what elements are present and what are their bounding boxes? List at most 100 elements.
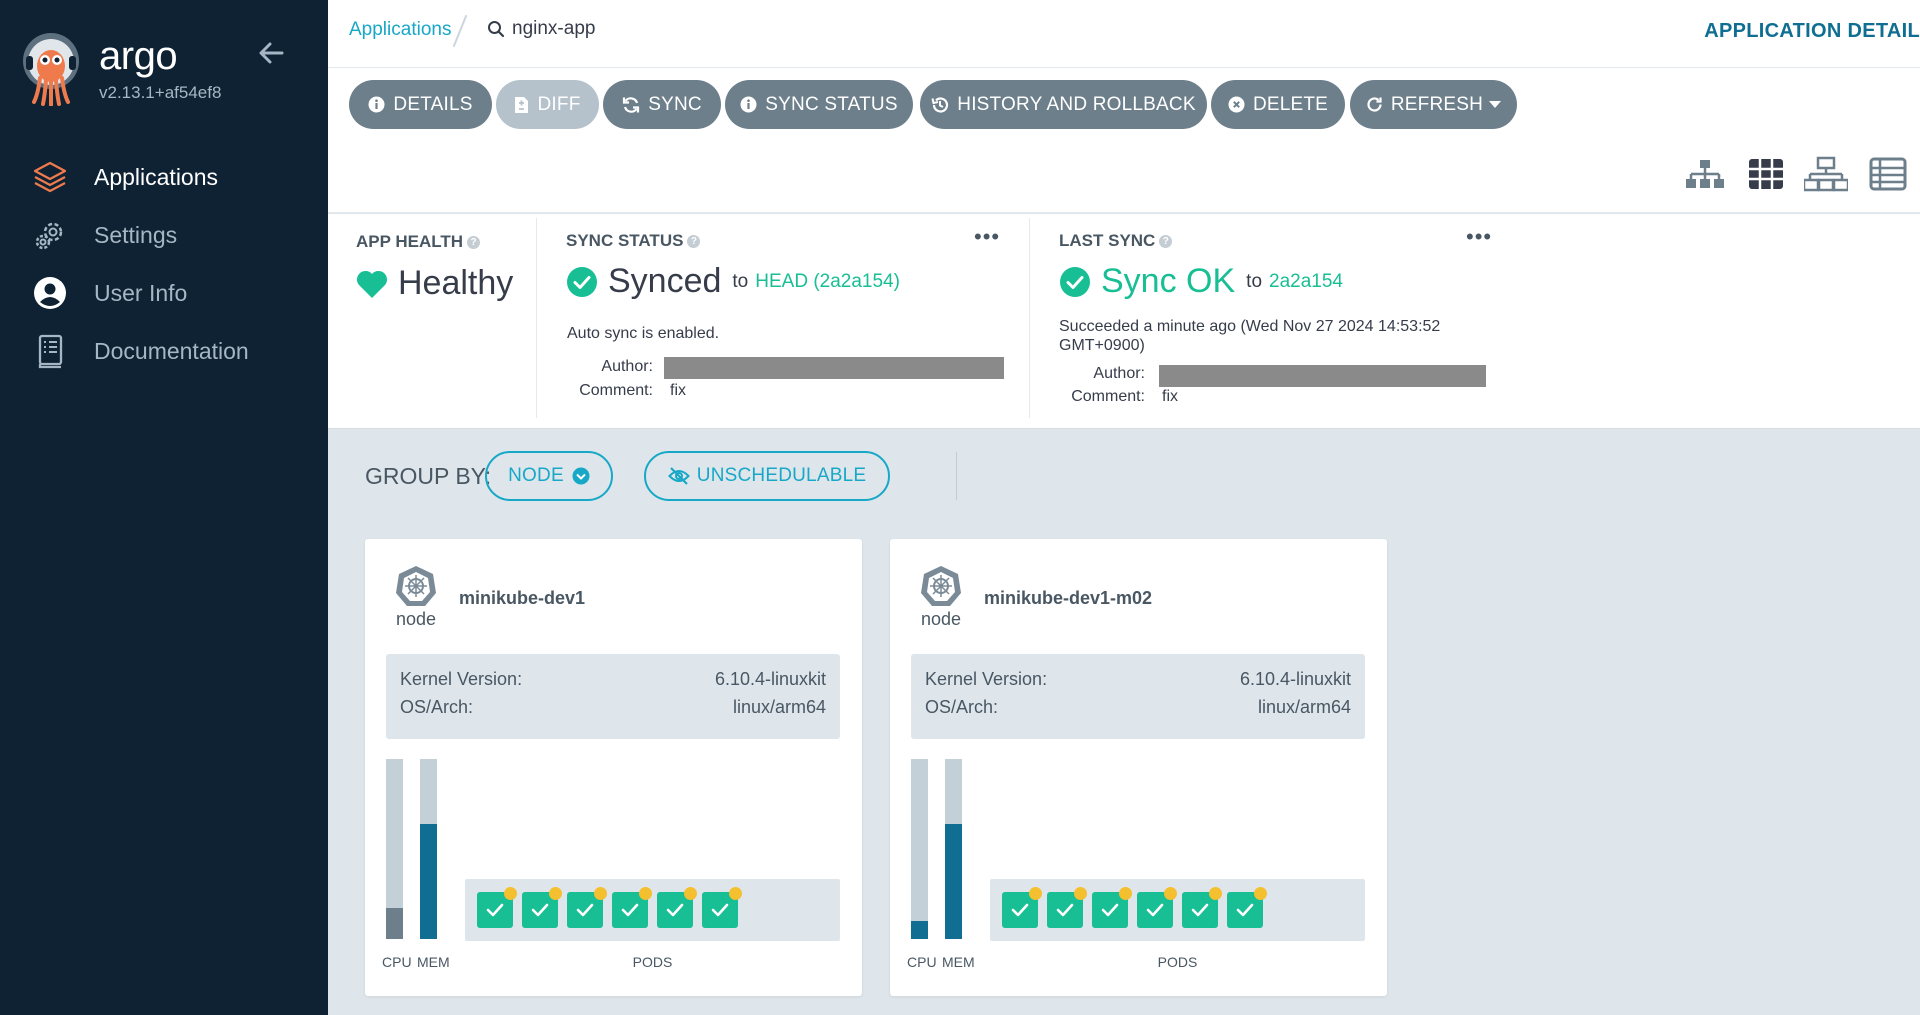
unschedulable-toggle[interactable]: UNSCHEDULABLE: [644, 451, 890, 501]
breadcrumb-applications-link[interactable]: Applications: [349, 19, 452, 40]
check-icon: [1236, 903, 1254, 917]
check-icon: [1101, 903, 1119, 917]
pod-warning-dot: [549, 887, 562, 900]
author-label: Author:: [601, 358, 653, 375]
group-by-node-label: NODE: [508, 465, 564, 486]
user-circle-icon: [32, 275, 68, 311]
cpu-label: CPU: [907, 954, 937, 970]
arch-row: OS/Arch: linux/arm64: [400, 697, 826, 717]
redo-icon: [1366, 96, 1383, 113]
delete-button[interactable]: DELETE: [1211, 80, 1345, 129]
node-card[interactable]: node minikube-dev1-m02 Kernel Version: 6.…: [890, 539, 1387, 996]
file-diff-icon: [514, 96, 529, 114]
auto-sync-note: Auto sync is enabled.: [567, 325, 720, 342]
node-card[interactable]: node minikube-dev1 Kernel Version: 6.10.4…: [365, 539, 862, 996]
sync-button[interactable]: SYNC: [603, 80, 721, 129]
top-bar: Applications nginx-app APPLICATION DETAI…: [328, 0, 1920, 68]
breadcrumb-separator: [452, 14, 468, 48]
pods-view-icon[interactable]: [1746, 156, 1786, 192]
layers-icon: [32, 159, 68, 195]
sync-status-button[interactable]: SYNC STATUS: [725, 80, 913, 129]
cpu-usage-bar: [911, 759, 928, 939]
node-info-box: Kernel Version: 6.10.4-linuxkit OS/Arch: l…: [911, 654, 1365, 739]
author-label: Author:: [1093, 365, 1145, 382]
pod-tile[interactable]: [702, 887, 742, 928]
author-redacted: [664, 357, 1004, 379]
help-icon[interactable]: ?: [467, 235, 481, 249]
last-sync-more-icon[interactable]: •••: [1466, 224, 1493, 249]
sidebar-item-user-info[interactable]: User Info: [0, 264, 328, 322]
pod-tile[interactable]: [657, 887, 697, 928]
divider: [536, 218, 537, 418]
refresh-button[interactable]: REFRESH: [1350, 80, 1517, 129]
check-icon: [666, 903, 684, 917]
app-health-status: Healthy: [356, 264, 513, 303]
current-app-name: nginx-app: [512, 18, 596, 39]
pod-warning-dot: [684, 887, 697, 900]
last-sync-to-label: to: [1246, 270, 1263, 292]
check-icon: [1191, 903, 1209, 917]
sidebar-item-label: Settings: [94, 221, 178, 248]
check-icon: [576, 903, 594, 917]
sync-target-revision-link[interactable]: HEAD (2a2a154): [755, 270, 900, 292]
info-icon: [740, 96, 757, 113]
mem-usage-bar: [945, 759, 962, 939]
book-icon: [32, 333, 68, 369]
sidebar: argo v2.13.1+af54ef8 Applications Settin…: [0, 0, 328, 1015]
pod-tile[interactable]: [477, 887, 517, 928]
collapse-sidebar-arrow-icon[interactable]: [256, 38, 286, 68]
group-by-node-dropdown[interactable]: NODE: [485, 451, 613, 501]
mem-bar-fill: [420, 823, 437, 939]
mem-label: MEM: [417, 954, 450, 970]
pod-warning-dot: [639, 887, 652, 900]
sidebar-item-documentation[interactable]: Documentation: [0, 322, 328, 380]
pod-tile[interactable]: [1182, 887, 1222, 928]
check-icon: [1011, 903, 1029, 917]
group-by-label: GROUP BY:: [365, 463, 492, 489]
app-health-value: Healthy: [398, 264, 514, 302]
history-rollback-button[interactable]: HISTORY AND ROLLBACK: [920, 80, 1207, 129]
divider: [1029, 218, 1030, 418]
sidebar-item-applications[interactable]: Applications: [0, 148, 328, 206]
pod-tile[interactable]: [1002, 887, 1042, 928]
node-name: minikube-dev1-m02: [984, 588, 1153, 608]
argo-logo[interactable]: [22, 32, 80, 106]
help-icon[interactable]: ?: [687, 234, 701, 248]
node-type-label: node: [920, 609, 962, 629]
sidebar-item-label: Applications: [94, 163, 219, 190]
help-icon[interactable]: ?: [1159, 234, 1173, 248]
check-icon: [1056, 903, 1074, 917]
author-redacted: [1159, 365, 1486, 387]
node-type-label: node: [395, 609, 437, 629]
version-label: v2.13.1+af54ef8: [99, 83, 222, 102]
list-view-icon[interactable]: [1868, 156, 1908, 192]
last-sync-revision-link[interactable]: 2a2a154: [1269, 270, 1343, 292]
pod-tile[interactable]: [1227, 887, 1267, 928]
app-health-title: APP HEALTH?: [356, 232, 481, 252]
pod-tile[interactable]: [1047, 887, 1087, 928]
details-button[interactable]: DETAILS: [349, 80, 492, 129]
pod-warning-dot: [1254, 887, 1267, 900]
check-icon: [531, 903, 549, 917]
diff-button-label: DIFF: [537, 93, 581, 115]
last-sync-value: Sync OK: [1101, 262, 1236, 300]
pod-tile[interactable]: [567, 887, 607, 928]
sync-status-more-icon[interactable]: •••: [974, 224, 1001, 249]
diff-button[interactable]: DIFF: [496, 80, 599, 129]
sidebar-item-settings[interactable]: Settings: [0, 206, 328, 264]
pod-tile[interactable]: [1092, 887, 1132, 928]
sync-to-label: to: [732, 270, 749, 292]
delete-button-label: DELETE: [1252, 93, 1329, 115]
kubernetes-node-icon: [396, 566, 436, 606]
pod-warning-dot: [1029, 887, 1042, 900]
cpu-bar-fill: [911, 921, 928, 939]
mem-bar-fill: [945, 823, 962, 939]
pod-tile[interactable]: [1137, 887, 1177, 928]
network-view-icon[interactable]: [1802, 156, 1850, 192]
breadcrumb-current-app[interactable]: nginx-app: [487, 18, 595, 40]
pod-tile[interactable]: [612, 887, 652, 928]
pod-tile[interactable]: [522, 887, 562, 928]
tree-view-icon[interactable]: [1685, 156, 1725, 192]
gears-icon: [32, 217, 68, 253]
times-circle-icon: [1228, 96, 1245, 113]
